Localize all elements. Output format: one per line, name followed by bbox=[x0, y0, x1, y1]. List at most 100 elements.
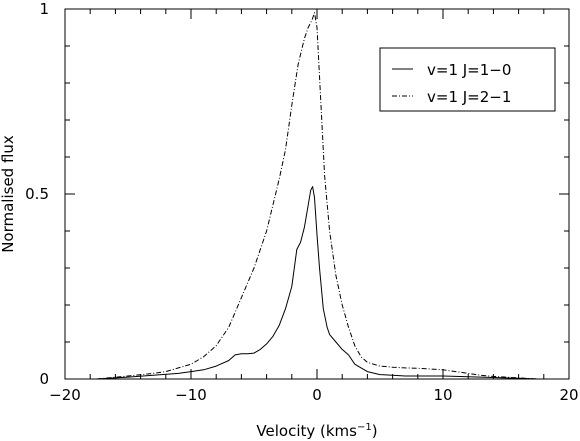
series-1-point bbox=[279, 325, 280, 326]
x-tick-label: 10 bbox=[433, 386, 452, 404]
series-2-point bbox=[285, 149, 286, 150]
series-1-point bbox=[153, 375, 154, 376]
series-2-point bbox=[279, 179, 280, 180]
legend: v=1 J=1−0 v=1 J=2−1 bbox=[379, 47, 556, 112]
series-2-point bbox=[329, 230, 330, 231]
series-2-point bbox=[430, 368, 431, 369]
series-1-point bbox=[354, 364, 355, 365]
series-2-point bbox=[367, 362, 368, 363]
series-2-point bbox=[291, 105, 292, 106]
y-axis-label: Normalised flux bbox=[0, 135, 17, 253]
series-line-1 bbox=[96, 186, 538, 380]
series-2-point bbox=[298, 64, 299, 65]
series-1-point bbox=[326, 327, 327, 328]
y-tick-label: 0.5 bbox=[25, 185, 49, 203]
legend-label-1: v=1 J=1−0 bbox=[427, 61, 511, 79]
series-2-point bbox=[216, 345, 217, 346]
series-1-point bbox=[260, 349, 261, 350]
series-1-point bbox=[405, 375, 406, 376]
x-tick-label: 0 bbox=[312, 386, 322, 404]
series-2-point bbox=[324, 175, 325, 176]
series-1-point bbox=[178, 373, 179, 374]
series-1-point bbox=[329, 334, 330, 335]
series-1-point bbox=[308, 205, 309, 206]
series-1-point bbox=[335, 341, 336, 342]
series-2-point bbox=[468, 373, 469, 374]
series-2-point bbox=[320, 101, 321, 102]
series-1-point bbox=[304, 227, 305, 228]
series-1-point bbox=[442, 375, 443, 376]
series-1-point bbox=[342, 349, 343, 350]
series-2-point bbox=[253, 267, 254, 268]
legend-box bbox=[379, 47, 556, 112]
series-1-point bbox=[392, 375, 393, 376]
series-2-point bbox=[203, 356, 204, 357]
series-2-point bbox=[442, 369, 443, 370]
x-tick-label: −20 bbox=[49, 386, 81, 404]
series-2-point bbox=[417, 368, 418, 369]
series-1-point bbox=[314, 197, 315, 198]
series-2-point bbox=[348, 327, 349, 328]
y-tick-label: 0 bbox=[39, 370, 49, 388]
series-1-point bbox=[367, 371, 368, 372]
series-2-point bbox=[266, 230, 267, 231]
series-1-point bbox=[417, 375, 418, 376]
series-2-point bbox=[308, 27, 309, 28]
series-1-point bbox=[296, 249, 297, 250]
series-2-point bbox=[316, 27, 317, 28]
axis-ticks: −20 −10 0 10 20 0 0.5 1 bbox=[25, 0, 578, 404]
series-2-point bbox=[311, 20, 312, 21]
series-2-point bbox=[335, 275, 336, 276]
series-2-point bbox=[153, 373, 154, 374]
series-2-point bbox=[342, 304, 343, 305]
series-1-point bbox=[127, 377, 128, 378]
x-tick-label: −10 bbox=[175, 386, 207, 404]
series-1-point bbox=[468, 376, 469, 377]
series-2-point bbox=[165, 371, 166, 372]
series-2-point bbox=[480, 375, 481, 376]
series-1-point bbox=[216, 365, 217, 366]
series-2-point bbox=[354, 345, 355, 346]
series-1-point bbox=[319, 267, 320, 268]
series-1-point bbox=[241, 353, 242, 354]
series-2-point bbox=[314, 12, 315, 13]
series-1-point bbox=[247, 353, 248, 354]
series-1-point bbox=[235, 354, 236, 355]
series-2-point bbox=[405, 367, 406, 368]
series-layer bbox=[96, 12, 538, 380]
series-2-point bbox=[392, 367, 393, 368]
series-1-point bbox=[203, 369, 204, 370]
series-2-point bbox=[228, 327, 229, 328]
series-1-point bbox=[291, 286, 292, 287]
x-tick-label: 20 bbox=[559, 386, 578, 404]
series-1-point bbox=[323, 308, 324, 309]
series-2-point bbox=[493, 376, 494, 377]
series-1-point bbox=[348, 354, 349, 355]
series-1-point bbox=[300, 242, 301, 243]
series-1-point bbox=[272, 336, 273, 337]
series-2-point bbox=[455, 371, 456, 372]
series-1-point bbox=[190, 371, 191, 372]
series-1-point bbox=[310, 190, 311, 191]
series-1-point bbox=[316, 234, 317, 235]
legend-label-2: v=1 J=2−1 bbox=[427, 88, 511, 106]
series-1-point bbox=[493, 377, 494, 378]
series-2-point bbox=[127, 375, 128, 376]
series-1-point bbox=[228, 360, 229, 361]
series-2-point bbox=[241, 297, 242, 298]
series-1-point bbox=[253, 353, 254, 354]
series-2-point bbox=[537, 378, 538, 379]
series-2-point bbox=[518, 377, 519, 378]
series-2-point bbox=[304, 38, 305, 39]
series-2-point bbox=[361, 356, 362, 357]
series-2-point bbox=[379, 365, 380, 366]
y-tick-label: 1 bbox=[39, 0, 49, 18]
series-line-2 bbox=[96, 12, 538, 380]
series-1-point bbox=[361, 367, 362, 368]
series-2-point bbox=[178, 367, 179, 368]
series-2-point bbox=[190, 364, 191, 365]
series-2-point bbox=[96, 378, 97, 379]
series-1-point bbox=[379, 374, 380, 375]
x-axis-label: Velocity (kms−1) bbox=[256, 422, 377, 440]
